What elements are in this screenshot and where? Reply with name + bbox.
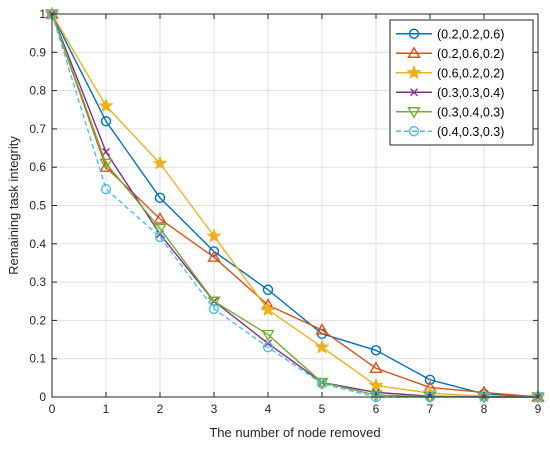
data-point-marker [369,361,383,373]
data-point-marker [153,223,167,236]
legend: (0.2,0.2,0.6) (0.2,0.6,0.2) (0.6,0.2,0.2) (… [389,19,534,146]
data-point-marker [100,116,112,127]
x-tick-label: 7 [427,402,434,416]
data-point-marker [262,284,274,295]
legend-marker [406,64,422,80]
legend-label: (0.2,0.2,0.6) [437,27,504,41]
data-point-marker [424,374,436,385]
y-tick-label: 0.9 [29,45,46,59]
x-tick-label: 0 [49,402,56,416]
legend-marker [408,126,420,137]
data-point-marker [154,192,166,204]
legend-box [389,19,534,146]
y-tick-label: 0.2 [29,313,46,327]
legend-label: (0.3,0.4,0.3) [437,105,504,119]
data-point-marker [261,329,275,342]
x-tick-label: 3 [211,402,218,416]
data-point-marker [208,303,220,315]
data-point-marker [208,246,220,257]
legend-label: (0.2,0.6,0.2) [437,47,504,61]
data-point-marker [368,377,384,392]
data-point-marker [98,98,114,113]
x-axis-label: The number of node removed [209,425,380,440]
data-point-marker [262,342,274,353]
legend-item: (0.4,0.3,0.3) [396,125,504,139]
y-tick-label: 0.8 [29,84,46,98]
data-point-marker [314,339,330,354]
series-line [51,13,538,398]
x-tick-label: 6 [373,402,380,416]
x-tick-label: 2 [157,402,164,416]
data-point-marker [206,228,222,243]
data-point-marker [102,147,110,156]
data-point-marker [99,158,113,171]
legend-item: (0.2,0.2,0.6) [396,27,504,41]
series-line [51,13,539,398]
legend-item: (0.6,0.2,0.2) [396,64,504,80]
x-tick-label: 4 [265,402,272,416]
y-tick-label: 0.7 [29,122,46,136]
legend-marker [407,107,421,119]
data-point-marker [207,250,221,262]
x-tick-label: 5 [319,402,326,416]
series-line [51,13,539,398]
data-point-marker [316,378,328,389]
legend-marker [408,28,420,39]
data-point-marker [100,183,112,195]
data-point-marker [315,323,329,335]
data-point-marker [154,231,166,243]
legend-label: (0.3,0.3,0.4) [437,86,504,100]
x-tick-label: 8 [481,402,488,416]
data-point-marker [153,212,167,224]
y-tick-label: 0 [39,390,46,404]
data-point-marker [260,301,276,317]
legend-label: (0.6,0.2,0.2) [437,66,504,80]
data-point-marker [207,296,221,309]
legend-item: (0.3,0.4,0.3) [396,105,504,119]
y-tick-label: 0.6 [29,160,46,174]
x-tick-label: 1 [103,402,110,416]
x-tick-label: 9 [535,402,542,416]
series-layer [44,6,546,404]
legend-item: (0.2,0.6,0.2) [396,46,504,61]
legend-marker [410,88,418,97]
y-tick-label: 0.5 [29,199,46,213]
legend-label: (0.4,0.3,0.3) [437,125,504,139]
y-tick-label: 0.4 [29,237,46,251]
data-point-marker [370,345,382,356]
y-tick-label: 0.3 [29,275,46,289]
y-axis-label: Remaining task integrity [6,136,21,275]
axis-ticks: 0 1 2 3 4 5 6 7 8 9 0 0.1 0.2 0.3 0.4 0.5 0.6 0.7 0.8 0.9 1 [29,7,541,416]
y-tick-label: 1 [39,7,46,21]
legend-marker [407,46,421,58]
data-point-marker [152,155,168,170]
y-tick-label: 0.1 [29,352,46,366]
legend-item: (0.3,0.3,0.4) [396,86,504,100]
